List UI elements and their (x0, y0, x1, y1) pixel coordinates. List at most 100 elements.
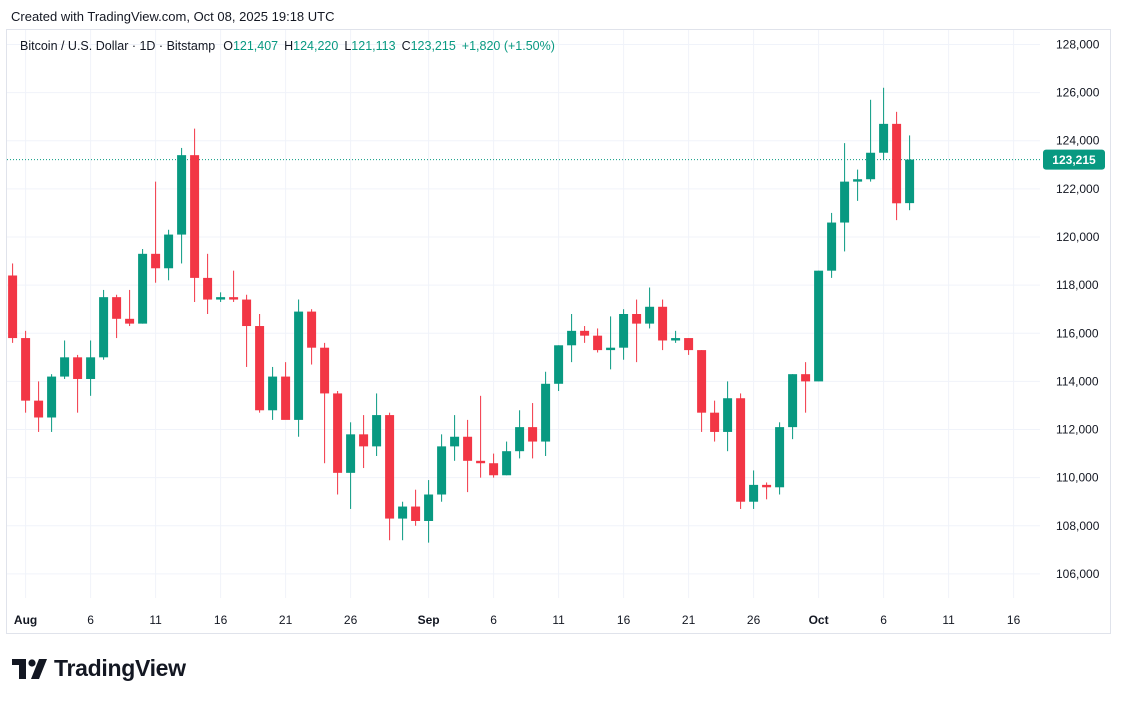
x-tick-label: 16 (214, 613, 228, 627)
candle (424, 480, 434, 543)
last-price-badge (1043, 149, 1105, 170)
high-label: H (284, 39, 294, 53)
candle-body (177, 155, 187, 235)
x-tick-label: 16 (617, 613, 631, 627)
last-price-badge-label: 123,215 (1052, 153, 1096, 167)
candle-body (450, 436, 460, 447)
candle-body (242, 299, 252, 327)
candle-body (554, 345, 564, 384)
candle-body (8, 275, 18, 339)
candle-body (684, 338, 694, 351)
candle-body (840, 181, 850, 223)
candle-body (424, 494, 434, 521)
candle-body (775, 427, 785, 488)
candle (216, 292, 226, 302)
candle (541, 371, 551, 456)
candle-body (476, 460, 486, 464)
candle (710, 400, 720, 442)
y-tick-label: 124,000 (1056, 134, 1100, 148)
x-tick-label: 11 (149, 613, 162, 627)
candle (190, 128, 200, 302)
candle-body (385, 415, 395, 519)
tradingview-logo[interactable]: TradingView (12, 655, 186, 682)
candle-body (632, 314, 642, 324)
candle-body (346, 434, 356, 473)
candle-body (489, 463, 499, 476)
open-value: 121,407 (232, 39, 279, 53)
candle (515, 410, 525, 459)
candle-body (99, 297, 109, 358)
y-tick-label: 122,000 (1056, 182, 1100, 196)
candle (528, 403, 538, 459)
candle (736, 393, 746, 509)
candle-body (671, 338, 681, 341)
candle-body (658, 306, 668, 341)
candle-body (216, 297, 226, 300)
change-value: +1,820 (+1.50%) (461, 39, 555, 53)
y-tick-label: 114,000 (1056, 374, 1099, 388)
x-tick-label: 21 (279, 613, 293, 627)
candle (463, 419, 473, 493)
candle (385, 412, 395, 541)
y-tick-label: 108,000 (1056, 519, 1100, 533)
candle (47, 374, 57, 432)
close-label: C (401, 39, 411, 53)
x-tick-label: 6 (490, 613, 497, 627)
candle (437, 434, 447, 502)
candle (255, 314, 265, 413)
candle (749, 470, 759, 509)
x-tick-label: Aug (14, 613, 37, 627)
candle (619, 309, 629, 360)
candle (320, 342, 330, 464)
candle (866, 99, 876, 182)
candle (177, 147, 187, 264)
candle (34, 381, 44, 432)
candle (138, 249, 148, 324)
candle-body (151, 253, 161, 269)
candle (242, 294, 252, 367)
candle-body (190, 155, 200, 278)
candle-body (736, 398, 746, 502)
candle (658, 299, 668, 351)
candle (814, 270, 824, 382)
candle (359, 415, 369, 469)
candle (164, 229, 174, 281)
candle (788, 374, 798, 440)
candle-body (21, 338, 31, 401)
candle-body (307, 311, 317, 348)
candle (853, 169, 863, 201)
candle (86, 340, 96, 396)
candle-body (125, 318, 135, 324)
candle (476, 395, 486, 478)
candle-body (255, 326, 265, 411)
candle-body (814, 270, 824, 382)
candle-body (164, 234, 174, 269)
candle (632, 299, 642, 363)
candle-body (268, 376, 278, 411)
candle (905, 135, 915, 211)
candle-body (619, 314, 629, 348)
y-tick-label: 112,000 (1056, 423, 1099, 437)
candle-body (437, 446, 447, 495)
candle-body (645, 306, 655, 324)
x-tick-label: Oct (809, 613, 829, 627)
candle-body (372, 415, 382, 447)
candle (684, 338, 694, 355)
candle (112, 294, 122, 339)
candle (879, 87, 889, 160)
candle-body (866, 152, 876, 180)
candle-body (203, 277, 213, 300)
candle (151, 181, 161, 283)
candle (333, 391, 343, 495)
candle-body (827, 222, 837, 271)
candle (892, 111, 902, 221)
candle (294, 299, 304, 437)
candle (125, 289, 135, 327)
candle (775, 422, 785, 495)
x-tick-label: 16 (1007, 613, 1021, 627)
candle-body (697, 350, 707, 413)
candle (73, 354, 83, 413)
candle (502, 441, 512, 476)
candle (346, 422, 356, 509)
